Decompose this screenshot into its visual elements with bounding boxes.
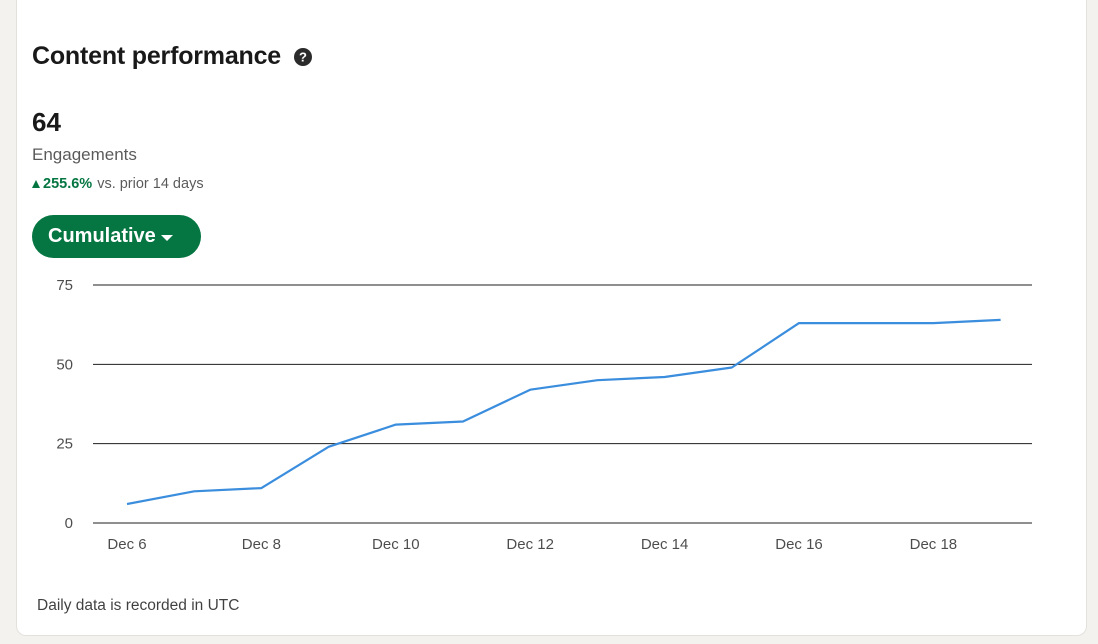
data-point[interactable]: [390, 419, 402, 431]
data-point[interactable]: [255, 482, 267, 494]
data-point[interactable]: [591, 374, 603, 386]
data-point[interactable]: [726, 362, 738, 374]
data-point[interactable]: [995, 314, 1007, 326]
arrow-up-icon: [32, 179, 40, 188]
card-title: Content performance: [32, 42, 282, 70]
delta-percent: 255.6%: [43, 176, 93, 192]
x-tick-label: Dec 12: [506, 536, 554, 553]
y-tick-label: 25: [56, 436, 73, 453]
x-tick-label: Dec 8: [242, 536, 281, 553]
cumulative-dropdown-button[interactable]: Cumulative: [32, 215, 201, 258]
y-tick-label: 50: [56, 356, 73, 373]
data-point[interactable]: [927, 317, 939, 329]
cumulative-label: Cumulative: [48, 225, 156, 247]
delta-text: vs. prior 14 days: [97, 176, 204, 192]
data-point[interactable]: [793, 317, 805, 329]
content-performance-card: [16, 0, 1087, 636]
data-point[interactable]: [121, 498, 133, 510]
card-header: Content performance ?: [32, 42, 313, 71]
delta-indicator: 255.6% vs. prior 14 days: [32, 176, 204, 192]
y-tick-label: 0: [65, 515, 73, 532]
question-circle-icon[interactable]: ?: [294, 47, 313, 66]
metric-value: 64: [32, 107, 61, 137]
data-point[interactable]: [659, 371, 671, 383]
data-point[interactable]: [860, 317, 872, 329]
series-line: [126, 318, 1001, 506]
x-tick-label: Dec 16: [775, 536, 823, 553]
x-tick-label: Dec 6: [107, 536, 146, 553]
x-tick-label: Dec 14: [641, 536, 689, 553]
data-point[interactable]: [188, 485, 200, 497]
metric-label: Engagements: [32, 145, 137, 164]
data-point[interactable]: [457, 415, 469, 427]
x-tick-label: Dec 18: [910, 536, 958, 553]
footnote: Daily data is recorded in UTC: [37, 597, 240, 614]
data-point[interactable]: [524, 384, 536, 396]
data-point[interactable]: [323, 441, 335, 453]
caret-down-icon: [160, 234, 173, 241]
y-tick-label: 75: [56, 277, 73, 294]
x-tick-label: Dec 10: [372, 536, 420, 553]
svg-text:?: ?: [299, 49, 307, 64]
